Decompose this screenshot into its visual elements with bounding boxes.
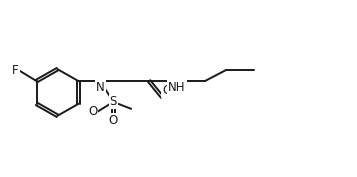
Text: O: O [162,84,171,97]
Text: NH: NH [168,81,186,94]
Text: O: O [88,105,97,118]
Text: O: O [109,114,118,127]
Text: S: S [110,95,117,108]
Text: F: F [12,64,19,77]
Text: N: N [96,81,105,94]
